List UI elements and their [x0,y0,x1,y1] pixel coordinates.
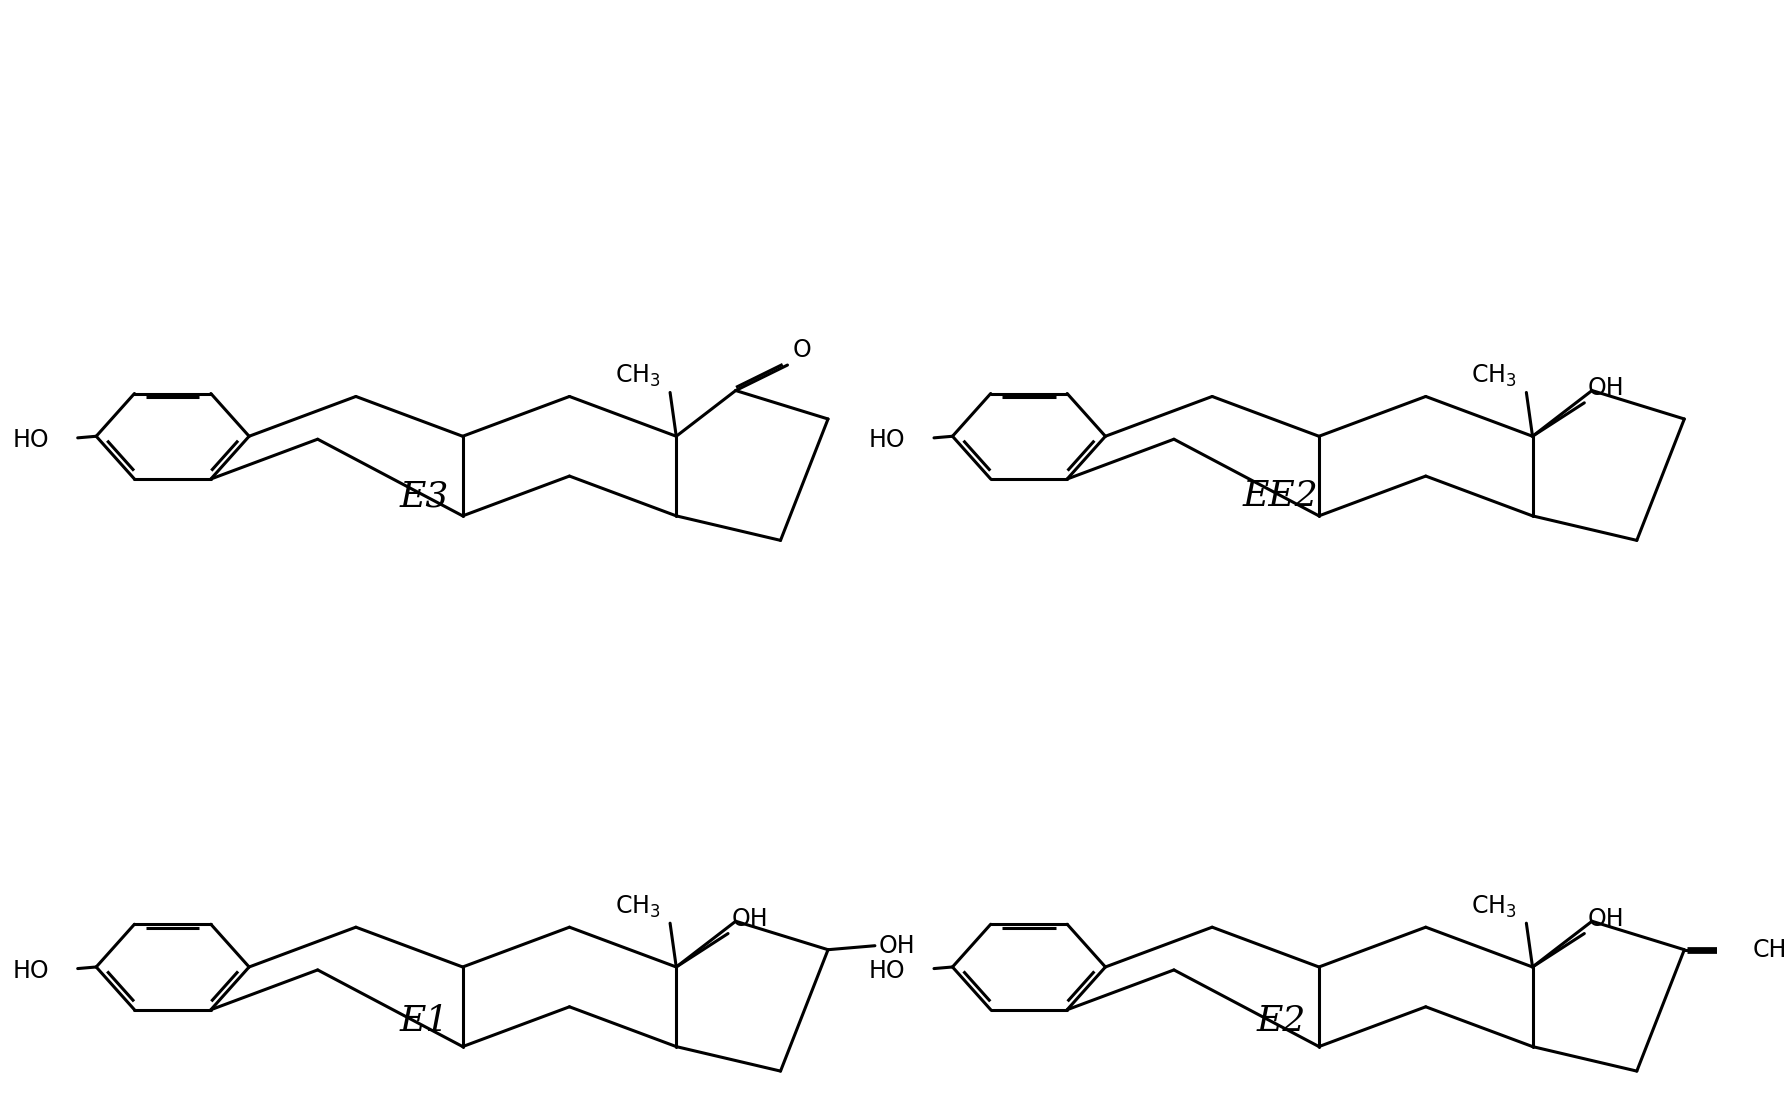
Text: HO: HO [12,959,50,983]
Text: HO: HO [869,959,906,983]
Text: OH: OH [731,907,769,931]
Text: OH: OH [1588,907,1625,931]
Text: CH: CH [1752,938,1784,961]
Text: EE2: EE2 [1243,479,1318,514]
Text: HO: HO [869,428,906,452]
Text: CH$_3$: CH$_3$ [614,893,660,920]
Text: CH$_3$: CH$_3$ [1470,363,1516,389]
Text: E3: E3 [400,479,450,514]
Text: HO: HO [12,428,50,452]
Text: OH: OH [1588,377,1625,400]
Text: CH$_3$: CH$_3$ [1470,893,1516,920]
Text: E2: E2 [1256,1005,1306,1038]
Text: E1: E1 [400,1005,450,1038]
Text: O: O [792,338,812,362]
Text: CH$_3$: CH$_3$ [614,363,660,389]
Text: OH: OH [878,934,915,958]
